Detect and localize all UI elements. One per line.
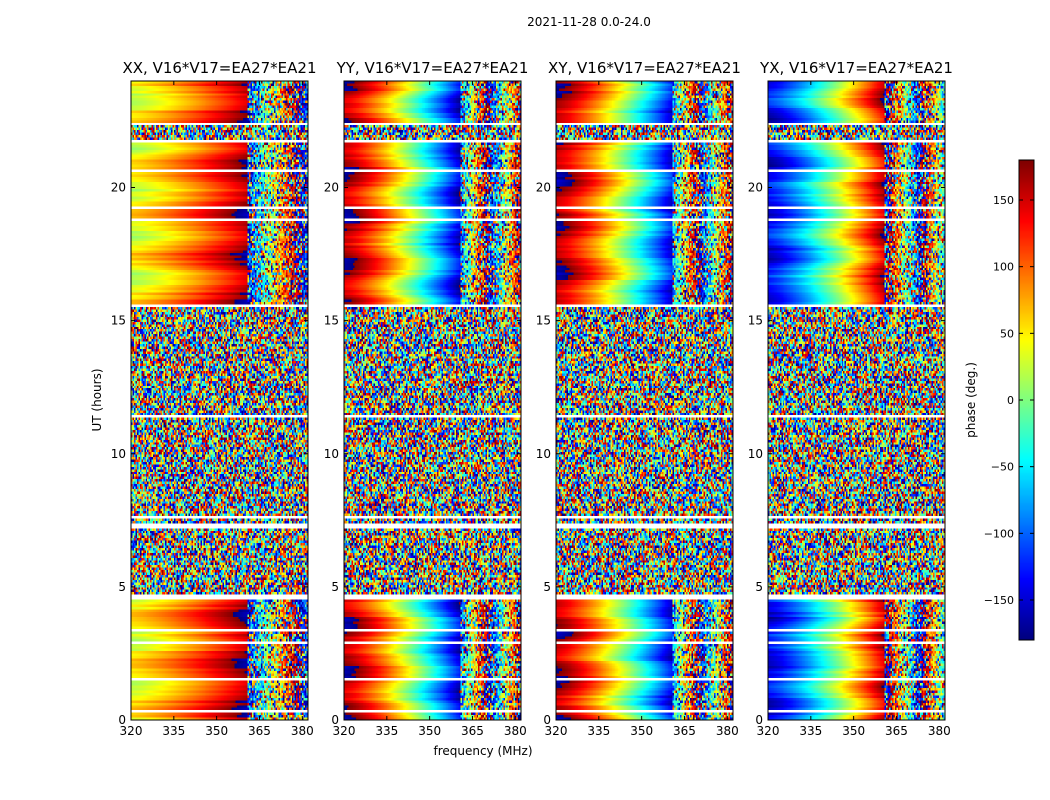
panel-title: YX, V16*V17=EA27*EA21: [759, 59, 953, 77]
y-tick-label: 15: [536, 314, 551, 328]
y-tick-label: 5: [543, 580, 551, 594]
axes-frame: [767, 80, 946, 721]
x-tick-label: 380: [291, 724, 314, 738]
x-tick-label: 320: [545, 724, 568, 738]
x-tick-label: 335: [162, 724, 185, 738]
colorbar-label: phase (deg.): [964, 362, 978, 438]
axes-frame: [343, 80, 522, 721]
colorbar-tick-label: 100: [993, 261, 1014, 274]
y-tick-label: 15: [324, 314, 339, 328]
x-tick-label: 365: [461, 724, 484, 738]
panel-2: XY, V16*V17=EA27*EA21 320 335 350 365 380 0 5 10…: [536, 59, 741, 738]
axes-frame: [130, 80, 309, 721]
x-tick-label: 365: [673, 724, 696, 738]
colorbar-tick-label: 50: [1000, 327, 1014, 340]
colorbar-gradient: [1019, 160, 1034, 640]
y-tick-label: 15: [111, 314, 126, 328]
y-tick-label: 10: [748, 447, 763, 461]
x-tick-label: 365: [248, 724, 271, 738]
y-tick-label: 5: [331, 580, 339, 594]
x-tick-label: 380: [716, 724, 739, 738]
y-tick-label: 5: [755, 580, 763, 594]
y-tick-label: 20: [748, 181, 763, 195]
y-tick-label: 0: [755, 713, 763, 727]
y-tick-label: 10: [536, 447, 551, 461]
colorbar-tick-label: 150: [993, 194, 1014, 207]
y-tick-label: 5: [118, 580, 126, 594]
x-tick-label: 350: [418, 724, 441, 738]
colorbar-tick-label: −150: [984, 594, 1014, 607]
figure-suptitle: 2021-11-28 0.0-24.0: [527, 15, 651, 29]
x-tick-label: 335: [799, 724, 822, 738]
colorbar-tick-label: −50: [991, 461, 1014, 474]
y-tick-label: 20: [111, 181, 126, 195]
x-tick-label: 335: [587, 724, 610, 738]
y-axis-label: UT (hours): [90, 368, 104, 431]
panel-1: YY, V16*V17=EA27*EA21 320 335 350 365 380 0 5 10…: [324, 59, 529, 738]
panel-0: XX, V16*V17=EA27*EA21 320 335 350 365 380 0 5 10…: [111, 59, 317, 738]
phase-heatmap: [556, 81, 733, 720]
x-axis-label: frequency (MHz): [433, 744, 532, 758]
x-tick-label: 365: [885, 724, 908, 738]
y-tick-label: 20: [324, 181, 339, 195]
x-tick-label: 380: [928, 724, 951, 738]
x-tick-label: 350: [842, 724, 865, 738]
x-tick-label: 335: [375, 724, 398, 738]
y-tick-label: 0: [543, 713, 551, 727]
panel-title: XX, V16*V17=EA27*EA21: [122, 59, 316, 77]
panel-title: YY, V16*V17=EA27*EA21: [336, 59, 529, 77]
x-tick-label: 350: [630, 724, 653, 738]
x-tick-label: 320: [333, 724, 356, 738]
y-tick-label: 0: [118, 713, 126, 727]
panel-3: YX, V16*V17=EA27*EA21 320 335 350 365 380 0 5 10…: [748, 59, 953, 738]
colorbar-tick-label: 0: [1007, 394, 1014, 407]
axes-frame: [555, 80, 734, 721]
phase-heatmap: [131, 81, 308, 720]
x-tick-label: 320: [757, 724, 780, 738]
phase-heatmap: [768, 81, 945, 720]
colorbar: 150 100 50 0 −50 −100 −150: [984, 159, 1035, 641]
phase-heatmap: [344, 81, 521, 720]
colorbar-tick-label: −100: [984, 527, 1014, 540]
y-tick-label: 10: [324, 447, 339, 461]
x-tick-label: 380: [504, 724, 527, 738]
y-tick-label: 20: [536, 181, 551, 195]
panel-title: XY, V16*V17=EA27*EA21: [548, 59, 741, 77]
x-tick-label: 320: [120, 724, 143, 738]
y-tick-label: 10: [111, 447, 126, 461]
panels-group: XX, V16*V17=EA27*EA21 320 335 350 365 380 0 5 10…: [111, 59, 953, 738]
x-tick-label: 350: [205, 724, 228, 738]
y-tick-label: 15: [748, 314, 763, 328]
y-tick-label: 0: [331, 713, 339, 727]
